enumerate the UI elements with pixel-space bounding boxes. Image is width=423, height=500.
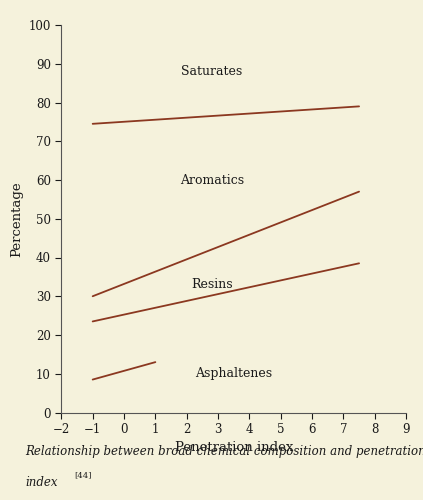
- Text: Asphaltenes: Asphaltenes: [195, 367, 272, 380]
- X-axis label: Penetration index: Penetration index: [175, 442, 293, 454]
- Text: [44]: [44]: [74, 472, 91, 480]
- Text: Resins: Resins: [191, 278, 233, 291]
- Text: Aromatics: Aromatics: [180, 174, 244, 186]
- Text: Saturates: Saturates: [181, 65, 242, 78]
- Text: Relationship between broad chemical composition and penetration: Relationship between broad chemical comp…: [25, 444, 423, 458]
- Y-axis label: Percentage: Percentage: [10, 181, 23, 256]
- Text: index: index: [25, 476, 58, 490]
